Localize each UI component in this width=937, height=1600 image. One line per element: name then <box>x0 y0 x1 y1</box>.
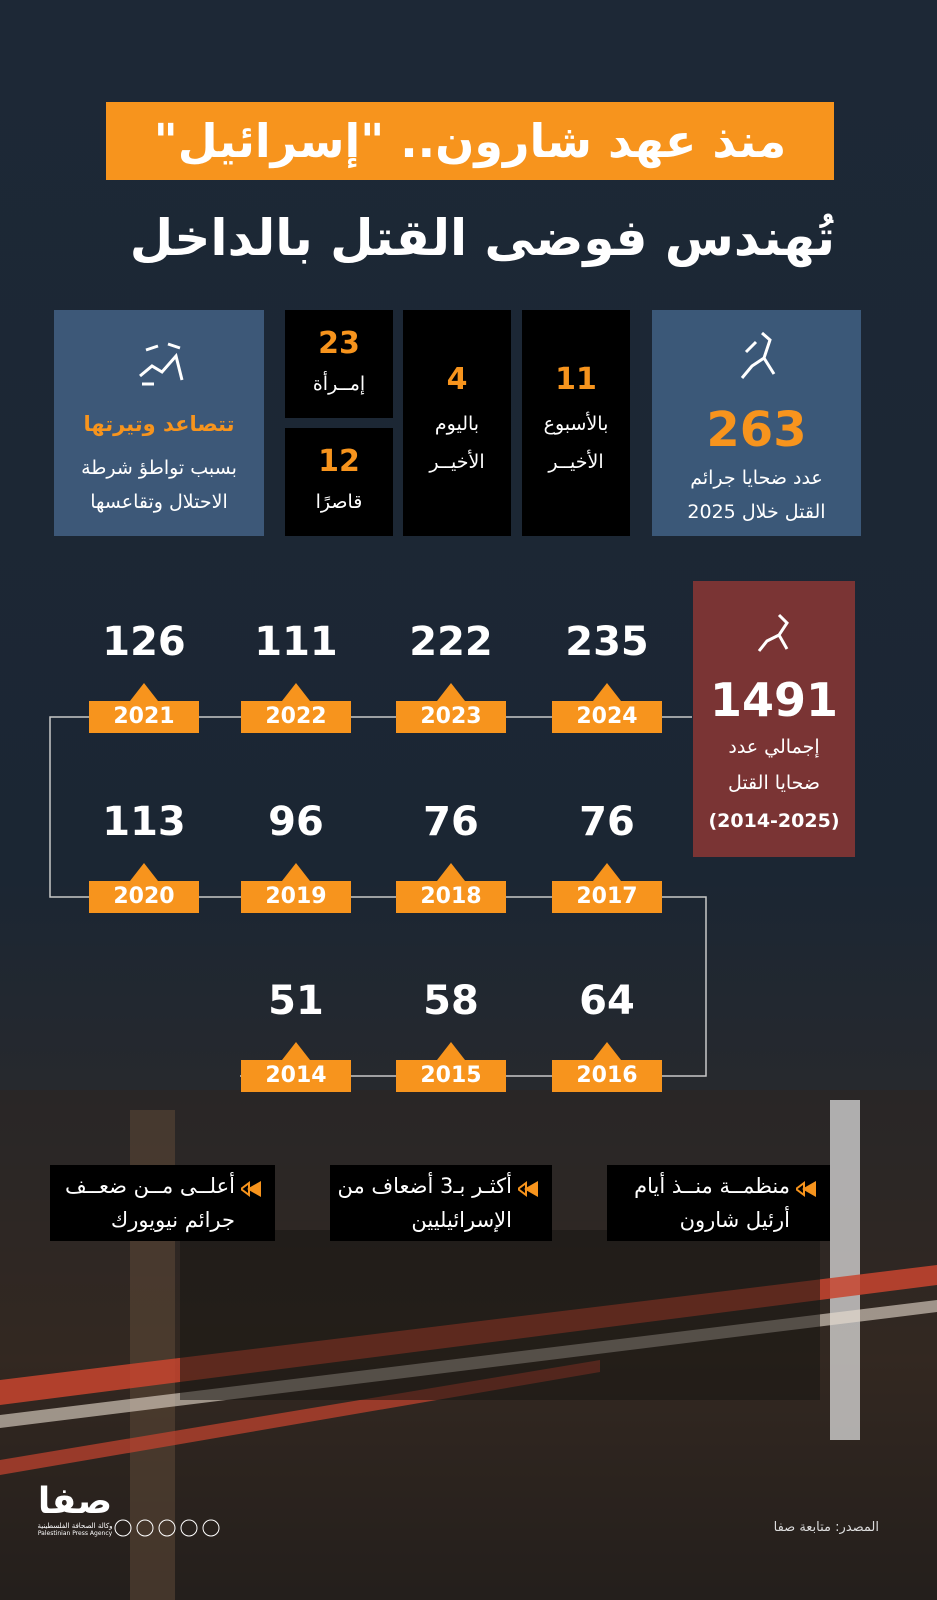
total-label: إجمالي عدد <box>728 736 820 758</box>
title-line-1: منذ عهد شارون.. "إسرائيل" <box>106 102 834 180</box>
callout-line: الإسرائيليين <box>411 1208 512 1232</box>
timeline-value: 126 <box>102 619 186 665</box>
callout: أكثـر بـ3 أضعاف من الإسرائيليين <box>330 1165 552 1241</box>
stat-box: 12 قاصرًا <box>285 428 393 536</box>
timeline-value: 51 <box>268 978 324 1024</box>
logo-subtitle: Palestinian Press Agency <box>37 1530 113 1537</box>
total-period: (2014-2025) <box>708 810 840 832</box>
icon <box>740 331 776 379</box>
stat-box: 263 عدد ضحايا جرائم القتل خلال 2025 <box>652 310 861 536</box>
info-title: تتصاعد وتيرتها <box>83 412 235 436</box>
title-line-2: تُهندس فوضى القتل بالداخل <box>129 209 835 267</box>
timeline-value: 64 <box>579 978 635 1024</box>
timeline-year: 2019 <box>241 881 351 913</box>
callout-line: أعلــى مــن ضعــف <box>64 1174 235 1198</box>
stat-label: باليوم <box>434 413 480 435</box>
arrow-icon <box>241 1181 261 1197</box>
logo-text: صفا <box>37 1481 113 1522</box>
pointer <box>130 863 158 881</box>
total-value: 1491 <box>709 673 839 727</box>
callout-text: أكثـر بـ3 أضعاف من الإسرائيليين <box>337 1169 512 1237</box>
social-icons <box>114 1519 220 1537</box>
callout-text: أعلــى مــن ضعــف جرائم نيويورك <box>65 1169 235 1237</box>
stat-label: القتل خلال 2025 <box>687 501 826 523</box>
timeline-year: 2021 <box>89 701 199 733</box>
info-box: تتصاعد وتيرتها بسبب تواطؤ شرطة الاحتلال … <box>54 310 264 536</box>
info-text: بسبب تواطؤ شرطة <box>81 457 237 479</box>
timeline-year: 2022 <box>241 701 351 733</box>
stat-value: 263 <box>706 402 807 458</box>
stat-value: 12 <box>318 444 360 479</box>
timeline-value: 96 <box>268 799 324 845</box>
timeline-lines <box>49 683 707 1077</box>
pointer <box>593 863 621 881</box>
callout-line: أكثـر بـ3 أضعاف من <box>337 1174 512 1198</box>
timeline-year: 2023 <box>396 701 506 733</box>
stat-box: 4 باليوم الأخيــر <box>403 310 511 536</box>
pointer <box>593 683 621 701</box>
timeline-year: 2017 <box>552 881 662 913</box>
timeline-value: 222 <box>409 619 493 665</box>
timeline-value: 111 <box>254 619 338 665</box>
pointer <box>437 683 465 701</box>
stat-label: الأخيــر <box>429 451 485 473</box>
timeline-value: 235 <box>565 619 649 665</box>
pointer <box>130 683 158 701</box>
arrow-icon <box>518 1181 538 1197</box>
logo-subtitle: وكالة الصحافة الفلسطينية <box>37 1522 113 1530</box>
timeline-year: 2015 <box>396 1060 506 1092</box>
pointer <box>282 683 310 701</box>
source: المصدر: متابعة صفا <box>773 1520 879 1535</box>
total-label: ضحايا القتل <box>727 772 821 794</box>
timeline-year: 2014 <box>241 1060 351 1092</box>
stat-label: عدد ضحايا جرائم <box>690 467 823 489</box>
callout: منظمــة منــذ أيام أرئيل شارون <box>607 1165 830 1241</box>
callout-line: أرئيل شارون <box>679 1208 790 1232</box>
stat-box: 23 إمــرأة <box>285 310 393 418</box>
pointer <box>437 1042 465 1060</box>
stat-label: الأخيــر <box>548 451 604 473</box>
timeline-year: 2020 <box>89 881 199 913</box>
pointer <box>282 1042 310 1060</box>
pointer <box>593 1042 621 1060</box>
info-text: الاحتلال وتقاعسها <box>90 491 228 513</box>
stat-label: بالأسبوع <box>543 413 609 435</box>
stat-label: قاصرًا <box>315 491 363 513</box>
timeline-year: 2018 <box>396 881 506 913</box>
total-box: 1491 إجمالي عدد ضحايا القتل (2014-2025) <box>693 581 855 857</box>
callout-line: جرائم نيويورك <box>110 1208 235 1232</box>
stat-label: إمــرأة <box>312 373 366 395</box>
callout-line: منظمــة منــذ أيام <box>634 1174 790 1198</box>
timeline-value: 113 <box>102 799 186 845</box>
stat-value: 4 <box>446 362 468 397</box>
timeline-value: 76 <box>423 799 479 845</box>
timeline-value: 58 <box>423 978 479 1024</box>
pointer <box>437 863 465 881</box>
stat-box: 11 بالأسبوع الأخيــر <box>522 310 630 536</box>
timeline-value: 76 <box>579 799 635 845</box>
pointer <box>282 863 310 881</box>
stat-value: 23 <box>318 326 360 361</box>
callout: أعلــى مــن ضعــف جرائم نيويورك <box>50 1165 275 1241</box>
timeline-year: 2024 <box>552 701 662 733</box>
arrow-icon <box>796 1181 816 1197</box>
icon <box>757 613 789 652</box>
callout-text: منظمــة منــذ أيام أرئيل شارون <box>634 1169 790 1237</box>
timeline-year: 2016 <box>552 1060 662 1092</box>
icon <box>139 342 184 386</box>
stat-value: 11 <box>555 362 597 397</box>
logo: صفا وكالة الصحافة الفلسطينية Palestinian… <box>30 1481 120 1538</box>
